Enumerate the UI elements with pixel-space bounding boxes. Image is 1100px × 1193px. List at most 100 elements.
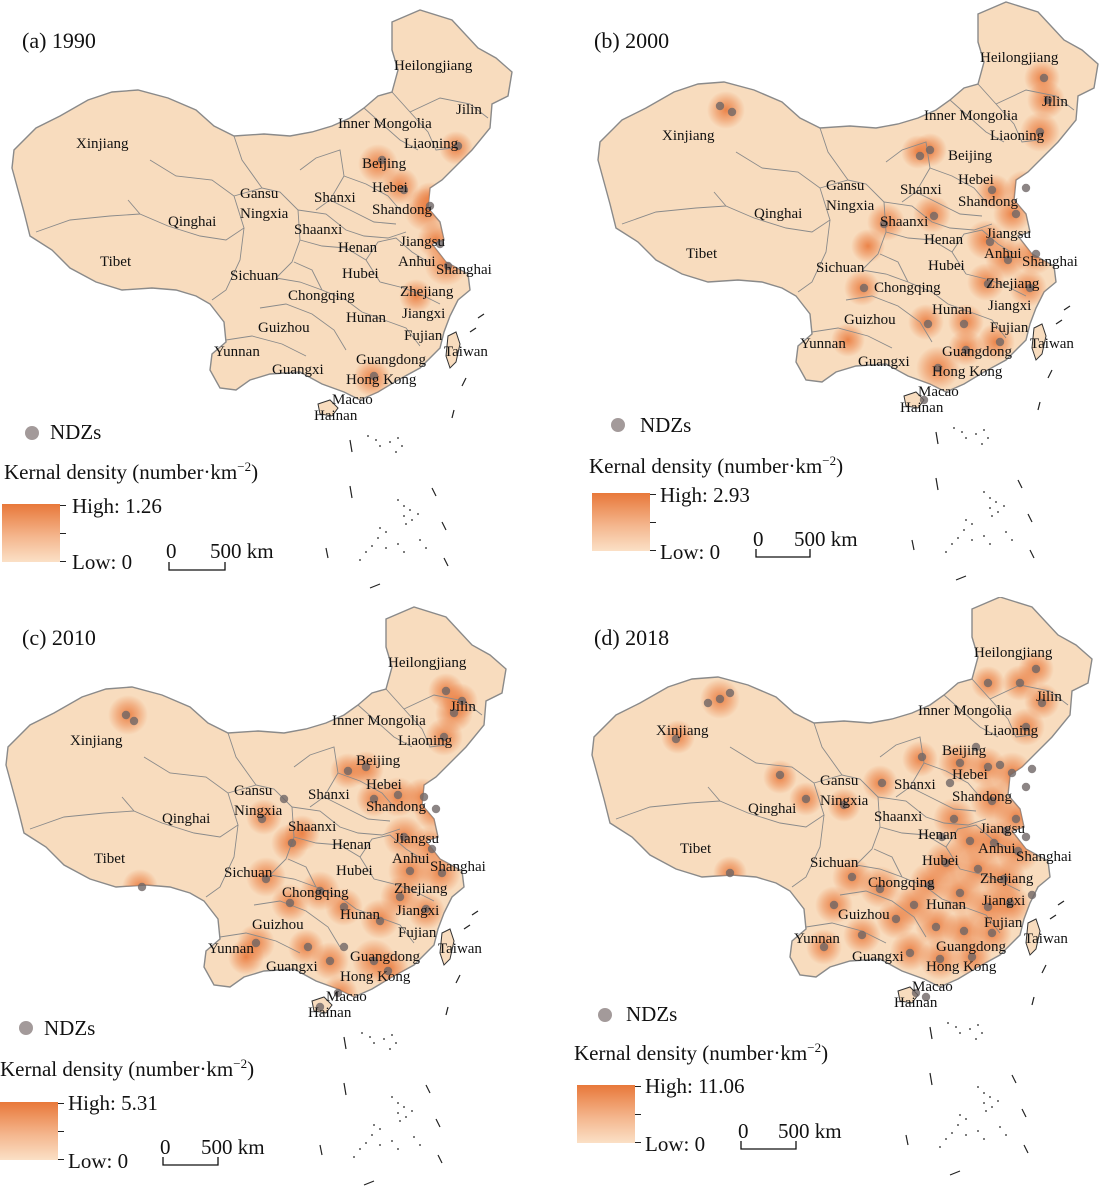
province-label: Taiwan bbox=[1024, 931, 1068, 947]
province-label: Jiangsu bbox=[980, 821, 1026, 837]
sea-boundary-dash bbox=[437, 1154, 443, 1164]
province-label: Hebei bbox=[952, 767, 988, 783]
density-legend-title: Kernal density (number·km−2) bbox=[4, 459, 259, 484]
province-label: Anhui bbox=[392, 851, 430, 867]
sea-boundary-dash bbox=[349, 485, 353, 499]
sea-boundary-dash bbox=[929, 1072, 933, 1086]
ndz-point bbox=[1011, 209, 1021, 219]
island bbox=[1025, 918, 1041, 956]
island-dot bbox=[957, 537, 959, 539]
province-label: Yunnan bbox=[800, 336, 846, 352]
province-border bbox=[291, 806, 401, 836]
ndz-point bbox=[1043, 95, 1053, 105]
panel-title: (b) 2000 bbox=[594, 28, 670, 53]
ndz-point bbox=[801, 794, 811, 804]
province-label: Hubei bbox=[922, 853, 959, 869]
ndz-point bbox=[987, 928, 997, 938]
ndz-point bbox=[995, 337, 1005, 347]
ndz-point bbox=[715, 694, 725, 704]
island-dot bbox=[371, 1134, 373, 1136]
island-dot bbox=[989, 507, 991, 509]
province-border bbox=[879, 826, 961, 870]
ndz-point bbox=[1001, 826, 1011, 836]
island-dot bbox=[959, 1032, 961, 1034]
province-label: Heilongjiang bbox=[974, 645, 1053, 661]
province-border bbox=[839, 890, 927, 938]
province-border bbox=[363, 107, 419, 151]
density-hotspot bbox=[851, 229, 885, 263]
ndz-point bbox=[911, 988, 921, 998]
ndz-point bbox=[1015, 678, 1025, 688]
province-label: Jiangsu bbox=[986, 226, 1032, 242]
province-border bbox=[29, 810, 135, 830]
ndz-point bbox=[1025, 283, 1035, 293]
ndz-point bbox=[1035, 127, 1045, 137]
province-label: Guangdong bbox=[942, 344, 1012, 360]
province-border bbox=[855, 864, 965, 908]
province-label: Ningxia bbox=[820, 793, 869, 809]
province-label: Jilin bbox=[450, 699, 476, 715]
island-dot bbox=[379, 1144, 381, 1146]
scale-bar bbox=[168, 562, 226, 571]
province-border bbox=[357, 704, 413, 748]
ndz-point bbox=[315, 1002, 325, 1012]
island-dot bbox=[365, 1142, 367, 1144]
ndz-point bbox=[1007, 768, 1017, 778]
province-label: Shanxi bbox=[308, 787, 350, 803]
scale-distance-label: 500 km bbox=[794, 527, 858, 551]
sea-boundary-dash bbox=[1057, 900, 1065, 906]
sea-boundary-dash bbox=[343, 1036, 347, 1050]
ndz-point bbox=[839, 800, 849, 810]
ndz-legend-label: NDZs bbox=[640, 413, 692, 437]
province-label: Hebei bbox=[372, 180, 408, 196]
ndz-point bbox=[819, 942, 829, 952]
island-dot bbox=[385, 547, 387, 549]
province-label: Shanxi bbox=[894, 777, 936, 793]
province-label: Gansu bbox=[234, 783, 273, 799]
province-label: Gansu bbox=[820, 773, 859, 789]
ndz-point bbox=[405, 866, 415, 876]
ramp-tick-high bbox=[60, 505, 66, 506]
province-border bbox=[275, 277, 385, 321]
ndz-point bbox=[1003, 255, 1013, 265]
province-border bbox=[877, 796, 987, 826]
ndz-point bbox=[959, 319, 969, 329]
province-label: Anhui bbox=[398, 254, 436, 270]
island-dot bbox=[379, 445, 381, 447]
province-border bbox=[359, 834, 423, 860]
density-color-ramp bbox=[592, 493, 650, 551]
ndz-point bbox=[369, 956, 379, 966]
ndz-point bbox=[315, 886, 325, 896]
ndz-point bbox=[453, 141, 463, 151]
island-dot bbox=[987, 437, 989, 439]
island bbox=[317, 399, 339, 417]
province-border bbox=[995, 89, 1075, 111]
province-label: Guangxi bbox=[852, 949, 904, 965]
ndz-point bbox=[1011, 814, 1021, 824]
province-label: Jiangxi bbox=[396, 903, 439, 919]
ndz-point bbox=[875, 884, 885, 894]
density-legend-title: Kernal density (number·km−2) bbox=[589, 453, 844, 478]
province-label: Fujian bbox=[990, 320, 1029, 336]
province-label: Chongqing bbox=[288, 288, 355, 304]
province-border bbox=[969, 311, 1007, 339]
ndz-point bbox=[983, 678, 993, 688]
ndz-point bbox=[441, 686, 451, 696]
island-dot bbox=[371, 545, 373, 547]
island-dot bbox=[983, 535, 985, 537]
province-label: Liaoning bbox=[404, 136, 459, 152]
ndz-point bbox=[955, 888, 965, 898]
province-border bbox=[383, 319, 421, 347]
province-label: Liaoning bbox=[984, 723, 1039, 739]
island-dot bbox=[989, 1096, 991, 1098]
province-label: Shaanxi bbox=[874, 809, 922, 825]
province-label: Shandong bbox=[372, 202, 433, 218]
island bbox=[1031, 323, 1047, 361]
density-high-label: High: 11.06 bbox=[645, 1074, 745, 1098]
ndz-point bbox=[1037, 698, 1047, 708]
island-dot bbox=[971, 539, 973, 541]
province-label: Macao bbox=[326, 989, 367, 1005]
density-hotspot bbox=[399, 279, 433, 313]
province-label: Guangxi bbox=[858, 354, 910, 370]
province-label: Hebei bbox=[366, 777, 402, 793]
